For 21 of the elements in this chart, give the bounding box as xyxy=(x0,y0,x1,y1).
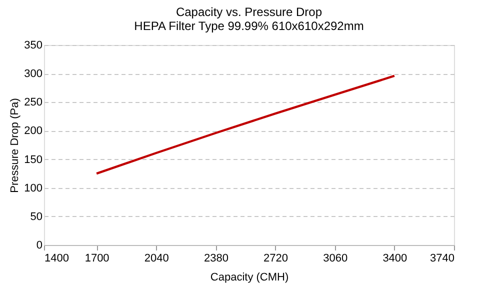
x-tick-label: 2720 xyxy=(264,252,288,264)
x-tick-label: 2380 xyxy=(204,252,228,264)
y-axis-title: Pressure Drop (Pa) xyxy=(9,98,22,193)
y-tick-label: 50 xyxy=(30,210,42,223)
x-tick-label: 3400 xyxy=(382,252,408,264)
y-tick-label: 0 xyxy=(36,240,42,252)
x-tick-label: 2040 xyxy=(144,252,169,264)
y-tick-label: 200 xyxy=(24,125,42,138)
y-tick-label: 300 xyxy=(24,68,42,80)
chart-subtitle: HEPA Filter Type 99.99% 610x610x292mm xyxy=(134,19,364,33)
x-tick-label: 1400 xyxy=(44,252,69,264)
line-series xyxy=(95,74,396,175)
y-tick-label: 350 xyxy=(24,40,42,52)
y-tick-label: 250 xyxy=(24,96,42,109)
x-tick-label: 1700 xyxy=(84,252,110,264)
y-tick-label: 150 xyxy=(24,154,42,166)
x-axis-title: Capacity (CMH) xyxy=(210,272,289,284)
x-tick-label: 3740 xyxy=(430,252,454,264)
chart-title: Capacity vs. Pressure Drop xyxy=(176,5,322,19)
x-tick-label: 3060 xyxy=(323,252,348,264)
y-tick-label: 100 xyxy=(24,182,42,194)
